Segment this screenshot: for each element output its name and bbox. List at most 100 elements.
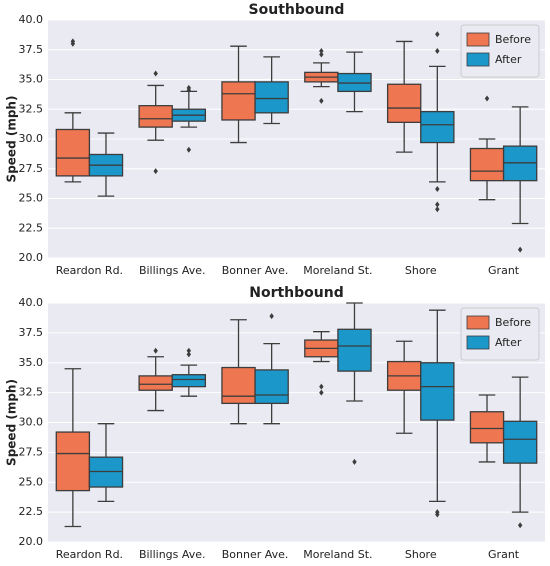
box-group: [55, 38, 91, 183]
box: [138, 105, 173, 128]
box: [420, 110, 455, 144]
x-tick-label: Reardon Rd.: [56, 548, 123, 561]
box: [386, 83, 422, 123]
outlier: [435, 201, 440, 208]
outlier: [319, 389, 324, 396]
outlier: [484, 95, 490, 102]
y-tick-label: 20.0: [19, 251, 44, 264]
outlier: [319, 97, 324, 104]
y-tick-label: 32.5: [19, 102, 44, 115]
legend-swatch: [466, 32, 490, 47]
box: [337, 328, 372, 372]
outlier: [186, 146, 192, 153]
box-group: [254, 313, 289, 425]
y-tick-label: 35.0: [19, 73, 44, 86]
y-tick-label: 25.0: [19, 475, 44, 488]
box-group: [469, 394, 505, 463]
outlier: [70, 40, 76, 47]
legend-label: Before: [495, 316, 531, 329]
chart-title: Northbound: [249, 285, 344, 301]
y-tick-label: 25.0: [19, 192, 44, 205]
y-tick-label: 27.5: [19, 445, 44, 458]
x-tick-label: Billings Ave.: [139, 548, 206, 561]
box: [55, 128, 91, 177]
outlier: [352, 458, 357, 465]
box-group: [337, 302, 372, 465]
box-group: [502, 376, 538, 529]
box-group: [171, 84, 207, 153]
y-tick-label: 40.0: [19, 13, 44, 26]
box: [171, 374, 207, 388]
x-tick-label: Moreland St.: [303, 548, 372, 561]
outlier: [517, 246, 523, 253]
box: [469, 147, 505, 182]
y-axis-label: Speed (mph): [5, 96, 19, 183]
box: [469, 411, 505, 444]
outlier: [435, 206, 440, 213]
box-group: [420, 31, 455, 213]
y-tick-label: 30.0: [19, 416, 44, 429]
box-group: [138, 347, 173, 412]
x-tick-label: Grant: [488, 264, 520, 277]
box: [254, 369, 289, 405]
chart-title: Southbound: [249, 2, 345, 18]
x-tick-label: Moreland St.: [303, 264, 372, 277]
box: [221, 366, 256, 405]
outlier: [435, 31, 440, 38]
box: [420, 362, 455, 421]
y-tick-label: 22.5: [19, 505, 44, 518]
outlier: [186, 351, 192, 358]
outlier: [153, 168, 158, 175]
legend-label: Before: [495, 33, 531, 46]
y-tick-label: 32.5: [19, 386, 44, 399]
box-group: [337, 51, 372, 113]
outlier: [269, 313, 274, 320]
box: [138, 375, 173, 391]
x-tick-label: Bonner Ave.: [222, 264, 289, 277]
box-group: [386, 340, 422, 434]
y-tick-label: 37.5: [19, 326, 44, 339]
box-group: [304, 47, 339, 104]
box-group: [171, 347, 207, 397]
outlier: [435, 511, 440, 518]
x-tick-label: Reardon Rd.: [56, 264, 123, 277]
box: [221, 81, 256, 121]
box-group: [221, 45, 256, 144]
outlier: [319, 383, 324, 390]
y-tick-label: 35.0: [19, 356, 44, 369]
box: [254, 81, 289, 114]
box-group: [386, 40, 422, 153]
legend-swatch: [466, 335, 490, 350]
outlier: [186, 87, 192, 94]
box-group: [420, 309, 455, 518]
y-tick-label: 27.5: [19, 162, 44, 175]
legend-label: After: [495, 53, 522, 66]
outlier: [435, 185, 440, 192]
box-group: [88, 423, 124, 503]
outlier: [517, 522, 523, 529]
x-tick-label: Bonner Ave.: [222, 548, 289, 561]
y-tick-label: 30.0: [19, 132, 44, 145]
legend-swatch: [466, 52, 490, 67]
outlier: [153, 70, 158, 77]
box: [502, 420, 538, 464]
legend-label: After: [495, 336, 522, 349]
x-tick-label: Billings Ave.: [139, 264, 206, 277]
box-group: [254, 56, 289, 125]
outlier: [319, 47, 324, 54]
outlier: [319, 51, 324, 58]
x-tick-label: Shore: [405, 264, 437, 277]
box-group: [88, 132, 124, 197]
x-tick-label: Shore: [405, 548, 437, 561]
y-tick-label: 20.0: [19, 535, 44, 548]
y-axis-label: Speed (mph): [5, 379, 19, 466]
outlier: [186, 347, 192, 354]
y-tick-label: 40.0: [19, 296, 44, 309]
y-tick-label: 37.5: [19, 43, 44, 56]
box: [55, 431, 91, 492]
outlier: [435, 47, 440, 54]
y-tick-label: 22.5: [19, 221, 44, 234]
outlier: [153, 347, 158, 354]
x-tick-label: Grant: [488, 548, 520, 561]
